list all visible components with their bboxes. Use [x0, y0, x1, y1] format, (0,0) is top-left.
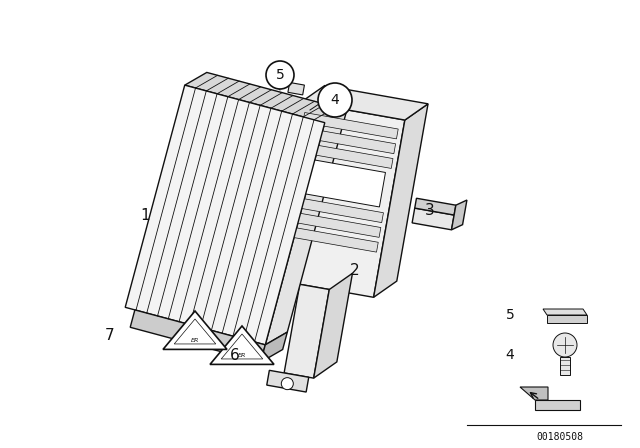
- Polygon shape: [285, 211, 381, 237]
- Polygon shape: [210, 326, 274, 364]
- Text: ER: ER: [191, 337, 199, 343]
- Text: 2: 2: [350, 263, 360, 277]
- Polygon shape: [535, 400, 580, 410]
- Polygon shape: [303, 112, 398, 139]
- Text: 4: 4: [331, 93, 339, 107]
- Polygon shape: [267, 370, 308, 392]
- Polygon shape: [291, 157, 385, 207]
- Polygon shape: [265, 110, 347, 345]
- Circle shape: [553, 333, 577, 357]
- Polygon shape: [520, 387, 548, 400]
- Text: 5: 5: [276, 68, 284, 82]
- Polygon shape: [288, 101, 307, 152]
- Polygon shape: [283, 226, 378, 252]
- Text: 5: 5: [506, 308, 515, 322]
- Circle shape: [282, 378, 293, 390]
- Text: 00180508: 00180508: [536, 432, 584, 442]
- Polygon shape: [451, 200, 467, 230]
- Circle shape: [266, 61, 294, 89]
- Polygon shape: [163, 311, 227, 349]
- Polygon shape: [130, 310, 265, 362]
- Polygon shape: [314, 273, 353, 378]
- Polygon shape: [412, 208, 454, 230]
- Polygon shape: [301, 86, 428, 120]
- Polygon shape: [288, 196, 383, 223]
- Polygon shape: [300, 127, 396, 154]
- Polygon shape: [284, 284, 330, 378]
- Polygon shape: [260, 332, 287, 362]
- Text: 7: 7: [105, 327, 115, 343]
- Text: 1: 1: [140, 207, 150, 223]
- Polygon shape: [415, 198, 456, 215]
- Polygon shape: [543, 309, 587, 315]
- Circle shape: [318, 83, 352, 117]
- Text: ER: ER: [238, 353, 246, 358]
- Polygon shape: [288, 82, 305, 95]
- Polygon shape: [374, 104, 428, 297]
- Polygon shape: [270, 102, 405, 297]
- Polygon shape: [185, 73, 347, 123]
- Text: 6: 6: [230, 348, 240, 362]
- Text: 3: 3: [425, 202, 435, 217]
- Polygon shape: [547, 315, 587, 323]
- Polygon shape: [560, 357, 570, 375]
- Polygon shape: [125, 85, 324, 345]
- Polygon shape: [298, 142, 393, 168]
- Text: 4: 4: [506, 348, 515, 362]
